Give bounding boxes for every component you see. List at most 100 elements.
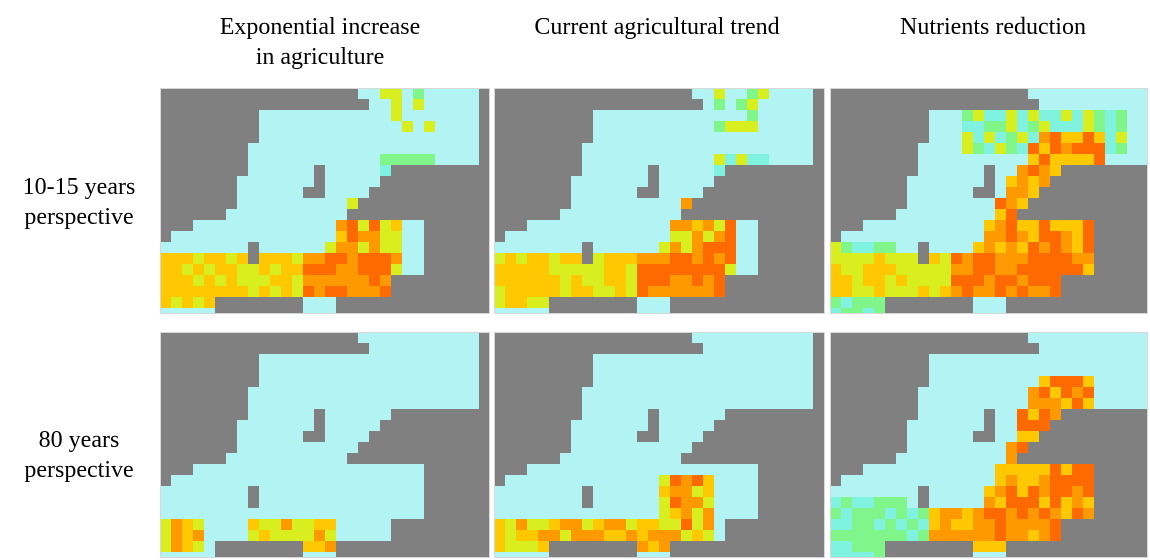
water-cell (863, 486, 874, 497)
concentration-cell (171, 541, 182, 552)
water-cell (259, 497, 270, 508)
concentration-cell (549, 253, 560, 264)
water-cell (758, 343, 769, 354)
water-cell (962, 354, 973, 365)
water-cell (615, 442, 626, 453)
concentration-cell (896, 519, 907, 530)
concentration-cell (604, 264, 615, 275)
water-cell (435, 143, 446, 154)
water-cell (648, 198, 659, 209)
concentration-cell (995, 519, 1006, 530)
water-cell (703, 143, 714, 154)
water-cell (358, 398, 369, 409)
concentration-cell (391, 88, 402, 99)
water-cell (259, 132, 270, 143)
concentration-cell (1061, 220, 1072, 231)
concentration-cell (830, 519, 841, 530)
water-cell (516, 475, 527, 486)
water-cell (314, 398, 325, 409)
water-cell (615, 376, 626, 387)
water-cell (1028, 365, 1039, 376)
water-cell (951, 376, 962, 387)
water-cell (494, 486, 505, 497)
water-cell (747, 242, 758, 253)
concentration-cell (560, 519, 571, 530)
water-cell (303, 209, 314, 220)
water-cell (237, 176, 248, 187)
water-cell (951, 165, 962, 176)
water-cell (626, 497, 637, 508)
water-cell (292, 376, 303, 387)
water-cell (303, 464, 314, 475)
water-cell (1028, 332, 1039, 343)
water-cell (896, 209, 907, 220)
concentration-cell (659, 264, 670, 275)
water-cell (626, 431, 637, 442)
water-cell (940, 132, 951, 143)
water-cell (951, 497, 962, 508)
water-cell (951, 143, 962, 154)
water-cell (582, 508, 593, 519)
concentration-cell (1105, 132, 1116, 143)
water-cell (413, 376, 424, 387)
water-cell (369, 387, 380, 398)
water-cell (929, 165, 940, 176)
water-cell (802, 398, 813, 409)
water-cell (670, 110, 681, 121)
water-cell (984, 475, 995, 486)
concentration-cell (874, 541, 885, 552)
water-cell (962, 231, 973, 242)
concentration-cell (863, 264, 874, 275)
concentration-cell (659, 508, 670, 519)
water-cell (336, 121, 347, 132)
water-cell (259, 121, 270, 132)
concentration-cell (659, 519, 670, 530)
water-cell (615, 242, 626, 253)
water-cell (995, 365, 1006, 376)
water-cell (736, 475, 747, 486)
water-cell (615, 464, 626, 475)
water-cell (413, 220, 424, 231)
water-cell (604, 464, 615, 475)
water-cell (1083, 354, 1094, 365)
water-cell (692, 110, 703, 121)
concentration-cell (1017, 110, 1028, 121)
water-cell (424, 343, 435, 354)
water-cell (237, 530, 248, 541)
concentration-cell (292, 253, 303, 264)
water-cell (369, 508, 380, 519)
water-cell (670, 464, 681, 475)
concentration-cell (1017, 486, 1028, 497)
water-cell (347, 530, 358, 541)
water-cell (951, 442, 962, 453)
water-cell (984, 464, 995, 475)
water-cell (1006, 354, 1017, 365)
water-cell (358, 121, 369, 132)
concentration-cell (692, 220, 703, 231)
water-cell (593, 132, 604, 143)
row-header-10-15-years: 10-15 years perspective (0, 172, 158, 232)
water-cell (648, 110, 659, 121)
water-cell (281, 365, 292, 376)
water-cell (582, 387, 593, 398)
concentration-cell (984, 231, 995, 242)
water-cell (973, 308, 984, 314)
water-cell (446, 343, 457, 354)
water-cell (802, 376, 813, 387)
water-cell (369, 110, 380, 121)
water-cell (918, 387, 929, 398)
water-cell (402, 132, 413, 143)
concentration-cell (1039, 110, 1050, 121)
concentration-cell (1072, 220, 1083, 231)
concentration-cell (1028, 497, 1039, 508)
water-cell (237, 420, 248, 431)
concentration-cell (918, 264, 929, 275)
water-cell (951, 486, 962, 497)
concentration-cell (703, 275, 714, 286)
water-cell (325, 497, 336, 508)
water-cell (1094, 365, 1105, 376)
water-cell (281, 431, 292, 442)
water-cell (725, 332, 736, 343)
water-cell (281, 242, 292, 253)
map-nutrients-reduction-10-15-years (830, 88, 1148, 314)
